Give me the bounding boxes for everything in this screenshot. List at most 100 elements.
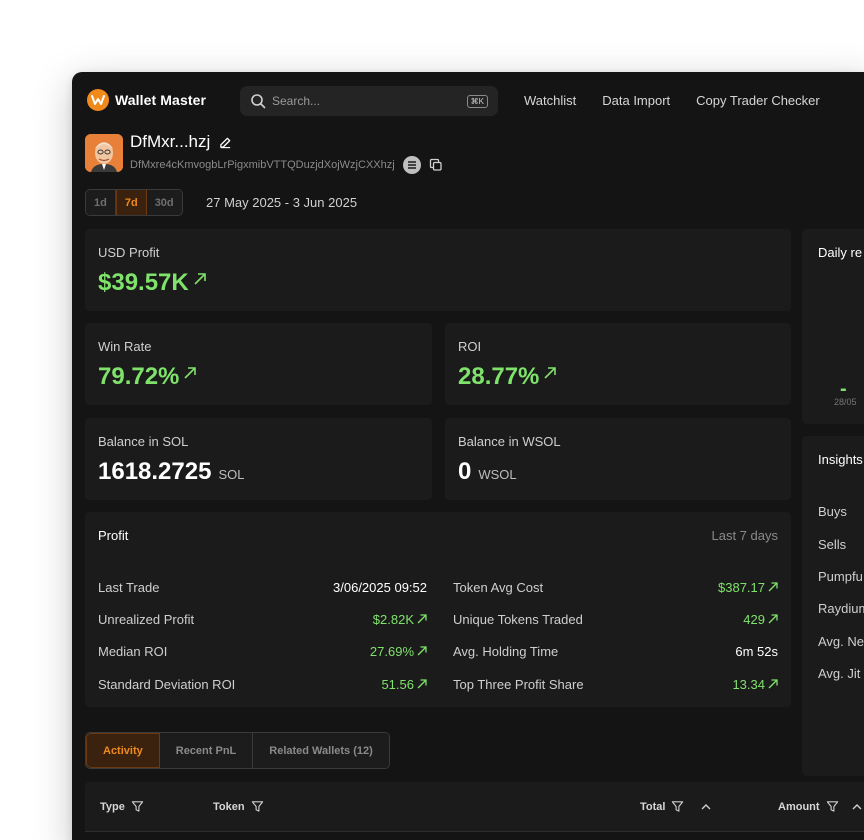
stat-value-row: 27.69% bbox=[370, 644, 427, 659]
column-type[interactable]: Type bbox=[100, 800, 144, 813]
insight-avg-net: Avg. Ne bbox=[818, 634, 864, 649]
stat-value-row: $2.82K bbox=[373, 612, 427, 627]
roi-value-row: 28.77% bbox=[458, 363, 557, 391]
up-right-arrow-icon bbox=[194, 273, 206, 285]
logo-mark-icon bbox=[87, 89, 109, 111]
up-right-arrow-icon bbox=[768, 679, 778, 689]
filter-icon[interactable] bbox=[251, 800, 264, 813]
usd-profit-value-row: $39.57K bbox=[98, 269, 207, 297]
activity-table-header: Type Token Total Amount bbox=[85, 782, 864, 832]
balance-wsol-card: Balance in WSOL 0 WSOL bbox=[445, 418, 791, 500]
top-nav: Watchlist Data Import Copy Trader Checke… bbox=[524, 93, 820, 108]
daily-results-card: Daily re bbox=[802, 229, 864, 424]
wallet-avatar bbox=[85, 134, 123, 172]
edit-icon[interactable] bbox=[219, 136, 232, 149]
insight-pumpfun: Pumpfu bbox=[818, 569, 863, 584]
stat-value: 429 bbox=[743, 611, 765, 627]
stat-token-avg-cost: Token Avg Cost $387.17 bbox=[453, 578, 778, 596]
win-rate-value: 79.72% bbox=[98, 363, 180, 390]
nav-data-import[interactable]: Data Import bbox=[602, 93, 671, 108]
stat-std-dev-roi: Standard Deviation ROI 51.56 bbox=[98, 675, 427, 693]
activity-tabs: Activity Recent PnL Related Wallets (12) bbox=[85, 732, 390, 769]
stat-label: Median ROI bbox=[98, 643, 168, 659]
stat-label: Token Avg Cost bbox=[453, 579, 544, 595]
up-right-arrow-icon bbox=[768, 614, 778, 624]
stat-unrealized-profit: Unrealized Profit $2.82K bbox=[98, 610, 427, 628]
column-token[interactable]: Token bbox=[213, 800, 264, 813]
date-range: 27 May 2025 - 3 Jun 2025 bbox=[206, 195, 358, 210]
filter-icon[interactable] bbox=[826, 800, 839, 813]
column-amount[interactable]: Amount bbox=[778, 800, 863, 813]
range-30d[interactable]: 30d bbox=[146, 190, 182, 215]
search-shortcut: ⌘K bbox=[466, 94, 488, 108]
chevron-up-icon[interactable] bbox=[700, 801, 712, 813]
stat-median-roi: Median ROI 27.69% bbox=[98, 642, 427, 660]
app-window: Wallet Master ⌘K Watchlist Data Import C… bbox=[72, 72, 864, 840]
profit-panel: Profit Last 7 days Last Trade 3/06/2025 … bbox=[85, 512, 791, 707]
stat-label: Unique Tokens Traded bbox=[453, 611, 583, 627]
stat-value: 6m 52s bbox=[735, 643, 778, 659]
up-right-arrow-icon bbox=[768, 582, 778, 592]
stat-value: 3/06/2025 09:52 bbox=[333, 579, 427, 595]
copy-icon[interactable] bbox=[429, 158, 443, 172]
balance-wsol-value: 0 bbox=[458, 458, 472, 485]
insights-title: Insights bbox=[818, 452, 863, 467]
roi-value: 28.77% bbox=[458, 363, 540, 390]
win-rate-card: Win Rate 79.72% bbox=[85, 323, 432, 405]
stat-label: Standard Deviation ROI bbox=[98, 676, 236, 692]
search-bar[interactable]: ⌘K bbox=[240, 86, 498, 116]
filter-icon[interactable] bbox=[671, 800, 684, 813]
stat-last-trade: Last Trade 3/06/2025 09:52 bbox=[98, 578, 427, 596]
stat-value: 51.56 bbox=[381, 676, 414, 692]
up-right-arrow-icon bbox=[544, 367, 557, 379]
win-rate-label: Win Rate bbox=[98, 339, 152, 354]
nav-watchlist[interactable]: Watchlist bbox=[524, 93, 577, 108]
stat-value-row: $387.17 bbox=[718, 580, 778, 595]
app-name: Wallet Master bbox=[115, 92, 207, 108]
wallet-address-row: DfMxre4cKmvogbLrPigxmibVTTQDuzjdXojWzjCX… bbox=[130, 156, 443, 174]
search-icon bbox=[251, 94, 266, 109]
column-total[interactable]: Total bbox=[640, 800, 712, 813]
chevron-up-icon[interactable] bbox=[851, 801, 863, 813]
balance-sol-label: Balance in SOL bbox=[98, 434, 189, 449]
range-1d[interactable]: 1d bbox=[86, 190, 116, 215]
column-label: Total bbox=[640, 800, 666, 813]
filter-icon[interactable] bbox=[131, 800, 144, 813]
balance-sol-card: Balance in SOL 1618.2725 SOL bbox=[85, 418, 432, 500]
tab-related-wallets[interactable]: Related Wallets (12) bbox=[253, 733, 389, 768]
column-label: Type bbox=[100, 800, 125, 813]
daily-date-label: 28/05 bbox=[834, 397, 857, 407]
usd-profit-value: $39.57K bbox=[98, 269, 189, 296]
tab-recent-pnl[interactable]: Recent PnL bbox=[159, 733, 254, 768]
column-label: Token bbox=[213, 800, 245, 813]
wallet-name-row: DfMxr...hzj bbox=[130, 132, 232, 152]
balance-wsol-unit: WSOL bbox=[478, 467, 517, 482]
search-input[interactable] bbox=[272, 94, 467, 108]
daily-results-title: Daily re bbox=[818, 245, 863, 260]
stat-avg-holding-time: Avg. Holding Time 6m 52s bbox=[453, 642, 778, 660]
stat-label: Last Trade bbox=[98, 579, 160, 595]
profit-title: Profit bbox=[98, 528, 129, 543]
tab-activity[interactable]: Activity bbox=[86, 733, 160, 768]
daily-bar-value: - bbox=[840, 378, 847, 400]
stat-label: Top Three Profit Share bbox=[453, 676, 584, 692]
stat-value: 13.34 bbox=[732, 676, 765, 692]
roi-card: ROI 28.77% bbox=[445, 323, 791, 405]
stat-value: $2.82K bbox=[372, 611, 414, 627]
up-right-arrow-icon bbox=[417, 679, 427, 689]
up-right-arrow-icon bbox=[184, 367, 197, 379]
usd-profit-card: USD Profit $39.57K bbox=[85, 229, 791, 311]
app-logo[interactable]: Wallet Master bbox=[87, 89, 206, 111]
insight-raydium: Raydium bbox=[818, 601, 864, 616]
win-rate-value-row: 79.72% bbox=[98, 363, 197, 391]
wallet-menu-icon[interactable] bbox=[402, 156, 421, 174]
stat-label: Unrealized Profit bbox=[98, 611, 195, 627]
balance-sol-unit: SOL bbox=[218, 467, 245, 482]
nav-copy-trader-checker[interactable]: Copy Trader Checker bbox=[696, 93, 820, 108]
insights-card: Insights bbox=[802, 436, 864, 776]
stat-value: $387.17 bbox=[718, 579, 765, 595]
balance-wsol-label: Balance in WSOL bbox=[458, 434, 561, 449]
range-7d[interactable]: 7d bbox=[115, 190, 147, 215]
insight-buys: Buys bbox=[818, 504, 847, 519]
stat-value-row: 429 bbox=[743, 612, 778, 627]
